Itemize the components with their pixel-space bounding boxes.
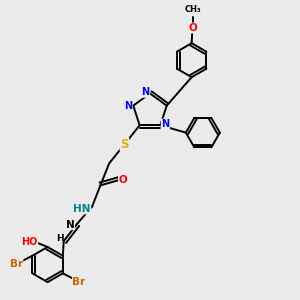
Text: HN: HN [73,204,91,214]
Text: S: S [120,138,129,151]
Text: N: N [66,220,75,230]
Text: N: N [124,100,132,111]
Text: O: O [188,23,197,33]
Text: N: N [142,87,150,97]
Text: N: N [161,119,169,129]
Text: CH₃: CH₃ [184,5,201,14]
Text: O: O [118,175,127,185]
Text: Br: Br [72,277,86,286]
Text: Br: Br [10,259,23,269]
Text: H: H [56,234,64,243]
Text: HO: HO [21,237,38,247]
